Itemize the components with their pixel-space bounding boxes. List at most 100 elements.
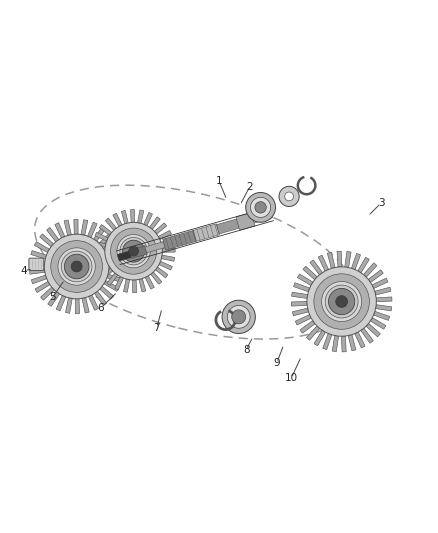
Circle shape bbox=[64, 254, 89, 279]
Polygon shape bbox=[314, 330, 325, 346]
Circle shape bbox=[121, 239, 146, 263]
Polygon shape bbox=[292, 292, 307, 298]
Polygon shape bbox=[145, 276, 154, 289]
Polygon shape bbox=[376, 297, 392, 302]
Polygon shape bbox=[193, 224, 219, 241]
Polygon shape bbox=[292, 308, 308, 316]
Polygon shape bbox=[133, 280, 137, 293]
Polygon shape bbox=[99, 233, 113, 246]
Polygon shape bbox=[96, 263, 109, 272]
Text: 5: 5 bbox=[49, 292, 56, 302]
Circle shape bbox=[123, 240, 145, 262]
Circle shape bbox=[285, 192, 293, 201]
Polygon shape bbox=[88, 295, 99, 310]
Polygon shape bbox=[103, 240, 118, 252]
Circle shape bbox=[279, 187, 299, 206]
Circle shape bbox=[129, 246, 138, 256]
Polygon shape bbox=[95, 291, 107, 305]
Circle shape bbox=[58, 248, 95, 285]
Polygon shape bbox=[161, 255, 175, 261]
Polygon shape bbox=[364, 263, 377, 277]
Polygon shape bbox=[144, 213, 152, 225]
Polygon shape bbox=[31, 251, 46, 259]
Polygon shape bbox=[371, 318, 386, 329]
Circle shape bbox=[117, 235, 150, 268]
Text: 1: 1 bbox=[215, 176, 223, 186]
Polygon shape bbox=[297, 274, 313, 286]
Circle shape bbox=[105, 222, 162, 280]
Polygon shape bbox=[56, 295, 66, 311]
Circle shape bbox=[246, 192, 276, 222]
FancyBboxPatch shape bbox=[29, 258, 44, 270]
Circle shape bbox=[325, 285, 358, 318]
Polygon shape bbox=[124, 279, 130, 292]
Polygon shape bbox=[131, 209, 134, 222]
Polygon shape bbox=[100, 268, 113, 279]
Polygon shape bbox=[216, 219, 239, 234]
Polygon shape bbox=[31, 275, 47, 284]
Polygon shape bbox=[345, 252, 351, 268]
Polygon shape bbox=[64, 220, 71, 236]
Polygon shape bbox=[236, 213, 255, 230]
Polygon shape bbox=[48, 292, 60, 306]
Polygon shape bbox=[74, 219, 78, 235]
Polygon shape bbox=[138, 210, 144, 223]
Text: 2: 2 bbox=[246, 182, 253, 192]
Polygon shape bbox=[81, 220, 88, 235]
Circle shape bbox=[307, 267, 376, 336]
Polygon shape bbox=[95, 232, 108, 241]
Polygon shape bbox=[162, 230, 197, 250]
Polygon shape bbox=[252, 210, 272, 223]
Polygon shape bbox=[35, 281, 50, 293]
Polygon shape bbox=[107, 274, 123, 282]
Polygon shape bbox=[351, 254, 360, 270]
Polygon shape bbox=[109, 268, 124, 273]
Polygon shape bbox=[46, 228, 59, 242]
Text: 3: 3 bbox=[378, 198, 385, 208]
Polygon shape bbox=[106, 249, 122, 258]
Polygon shape bbox=[117, 251, 131, 261]
Polygon shape bbox=[155, 223, 167, 234]
Polygon shape bbox=[121, 211, 128, 224]
Polygon shape bbox=[306, 326, 320, 340]
Polygon shape bbox=[29, 269, 45, 274]
Text: 4: 4 bbox=[21, 266, 28, 276]
Polygon shape bbox=[162, 248, 175, 252]
Circle shape bbox=[314, 274, 369, 329]
Circle shape bbox=[71, 261, 82, 272]
Circle shape bbox=[63, 253, 90, 280]
Circle shape bbox=[255, 201, 266, 213]
Polygon shape bbox=[361, 328, 373, 343]
Polygon shape bbox=[66, 298, 72, 313]
Polygon shape bbox=[159, 261, 172, 270]
Circle shape bbox=[232, 310, 246, 324]
Polygon shape bbox=[100, 286, 113, 299]
Polygon shape bbox=[366, 324, 380, 337]
Polygon shape bbox=[332, 335, 339, 352]
Polygon shape bbox=[93, 256, 106, 263]
Circle shape bbox=[44, 234, 109, 299]
Polygon shape bbox=[82, 297, 89, 313]
Polygon shape bbox=[88, 222, 97, 238]
Circle shape bbox=[327, 287, 356, 316]
Polygon shape bbox=[158, 230, 171, 240]
Polygon shape bbox=[115, 277, 124, 290]
Polygon shape bbox=[109, 259, 124, 264]
Polygon shape bbox=[375, 287, 391, 295]
Text: 9: 9 bbox=[273, 358, 280, 368]
Circle shape bbox=[328, 288, 355, 314]
Circle shape bbox=[51, 240, 102, 293]
Circle shape bbox=[120, 238, 147, 265]
Polygon shape bbox=[34, 241, 49, 253]
Circle shape bbox=[61, 251, 92, 282]
Polygon shape bbox=[75, 298, 79, 314]
Polygon shape bbox=[155, 267, 168, 278]
Polygon shape bbox=[372, 278, 388, 288]
Polygon shape bbox=[318, 255, 328, 271]
Polygon shape bbox=[129, 246, 147, 259]
Polygon shape bbox=[40, 234, 53, 247]
Polygon shape bbox=[94, 227, 106, 241]
Polygon shape bbox=[151, 272, 162, 284]
Polygon shape bbox=[327, 252, 335, 269]
Polygon shape bbox=[145, 241, 165, 253]
